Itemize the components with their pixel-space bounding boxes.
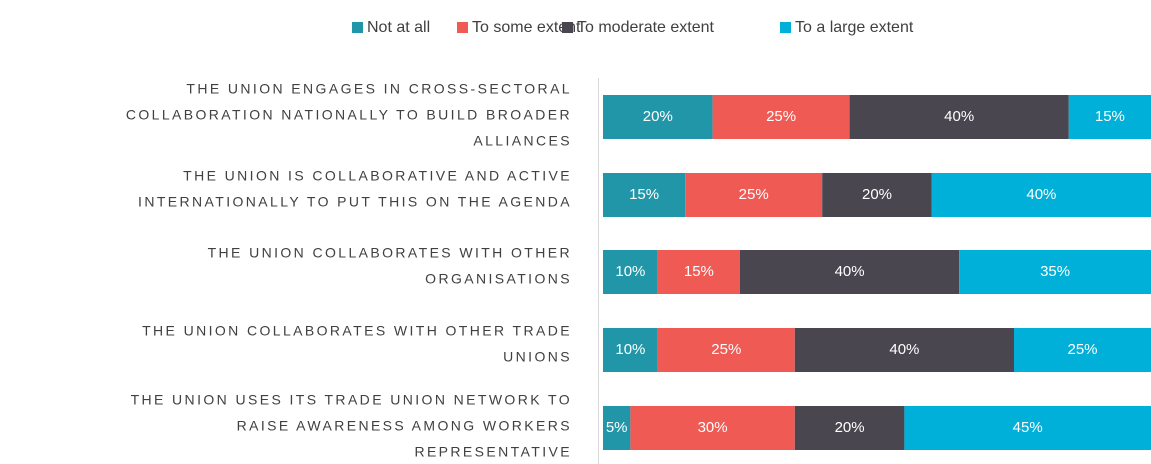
bar-segment [740, 250, 960, 294]
category-label: THE UNION COLLABORATES WITH OTHER [208, 245, 572, 261]
bar-segment [603, 406, 631, 450]
value-label: 15% [1095, 108, 1125, 125]
legend-label: To a large extent [795, 19, 914, 36]
bar-segment [959, 250, 1151, 294]
category-label: COLLABORATION NATIONALLY TO BUILD BROADE… [126, 107, 572, 123]
category-label: THE UNION COLLABORATES WITH OTHER TRADE [142, 323, 572, 339]
bar-segment [657, 328, 795, 372]
value-label: 35% [1040, 263, 1070, 280]
value-label: 40% [1026, 186, 1056, 203]
value-label: 20% [862, 186, 892, 203]
bar-segment [1014, 328, 1151, 372]
bar-segment [630, 406, 795, 450]
category-label: INTERNATIONALLY TO PUT THIS ON THE AGEND… [138, 194, 572, 210]
legend-swatch [457, 22, 468, 33]
bar-segment [603, 328, 658, 372]
bar-segment [603, 173, 686, 217]
bar-segment [794, 328, 1014, 372]
bar-segment [1068, 95, 1151, 139]
category-label: ORGANISATIONS [425, 271, 572, 287]
value-label: 25% [739, 186, 769, 203]
value-label: 40% [835, 263, 865, 280]
legend-label: Not at all [367, 19, 430, 36]
value-label: 45% [1013, 419, 1043, 436]
bar-segment [657, 250, 740, 294]
bar-segment [849, 95, 1069, 139]
value-label: 20% [835, 419, 865, 436]
value-label: 40% [944, 108, 974, 125]
bar-segment [712, 95, 850, 139]
legend-label: To moderate extent [577, 19, 715, 36]
value-label: 15% [684, 263, 714, 280]
bar-segment [904, 406, 1151, 450]
legend-swatch [780, 22, 791, 33]
value-label: 10% [615, 263, 645, 280]
bar-segment [603, 250, 658, 294]
value-label: 15% [629, 186, 659, 203]
value-label: 25% [766, 108, 796, 125]
bar-segment [794, 406, 905, 450]
legend-label: To some extent [472, 19, 581, 36]
bar-segment [685, 173, 823, 217]
value-label: 30% [698, 419, 728, 436]
category-label: REPRESENTATIVE [414, 444, 572, 460]
category-label: RAISE AWARENESS AMONG WORKERS [237, 418, 572, 434]
legend-swatch [352, 22, 363, 33]
category-label: ALLIANCES [473, 133, 572, 149]
legend-swatch [562, 22, 573, 33]
bar-segment [931, 173, 1151, 217]
value-label: 40% [889, 341, 919, 358]
bar-segment [603, 95, 713, 139]
value-label: 5% [606, 419, 628, 436]
value-label: 20% [643, 108, 673, 125]
category-label: THE UNION IS COLLABORATIVE AND ACTIVE [183, 168, 572, 184]
category-label: UNIONS [503, 349, 572, 365]
category-label: THE UNION USES ITS TRADE UNION NETWORK T… [131, 392, 572, 408]
value-label: 25% [1067, 341, 1097, 358]
category-label: THE UNION ENGAGES IN CROSS-SECTORAL [186, 81, 572, 97]
bar-segment [822, 173, 932, 217]
value-label: 10% [615, 341, 645, 358]
value-label: 25% [711, 341, 741, 358]
